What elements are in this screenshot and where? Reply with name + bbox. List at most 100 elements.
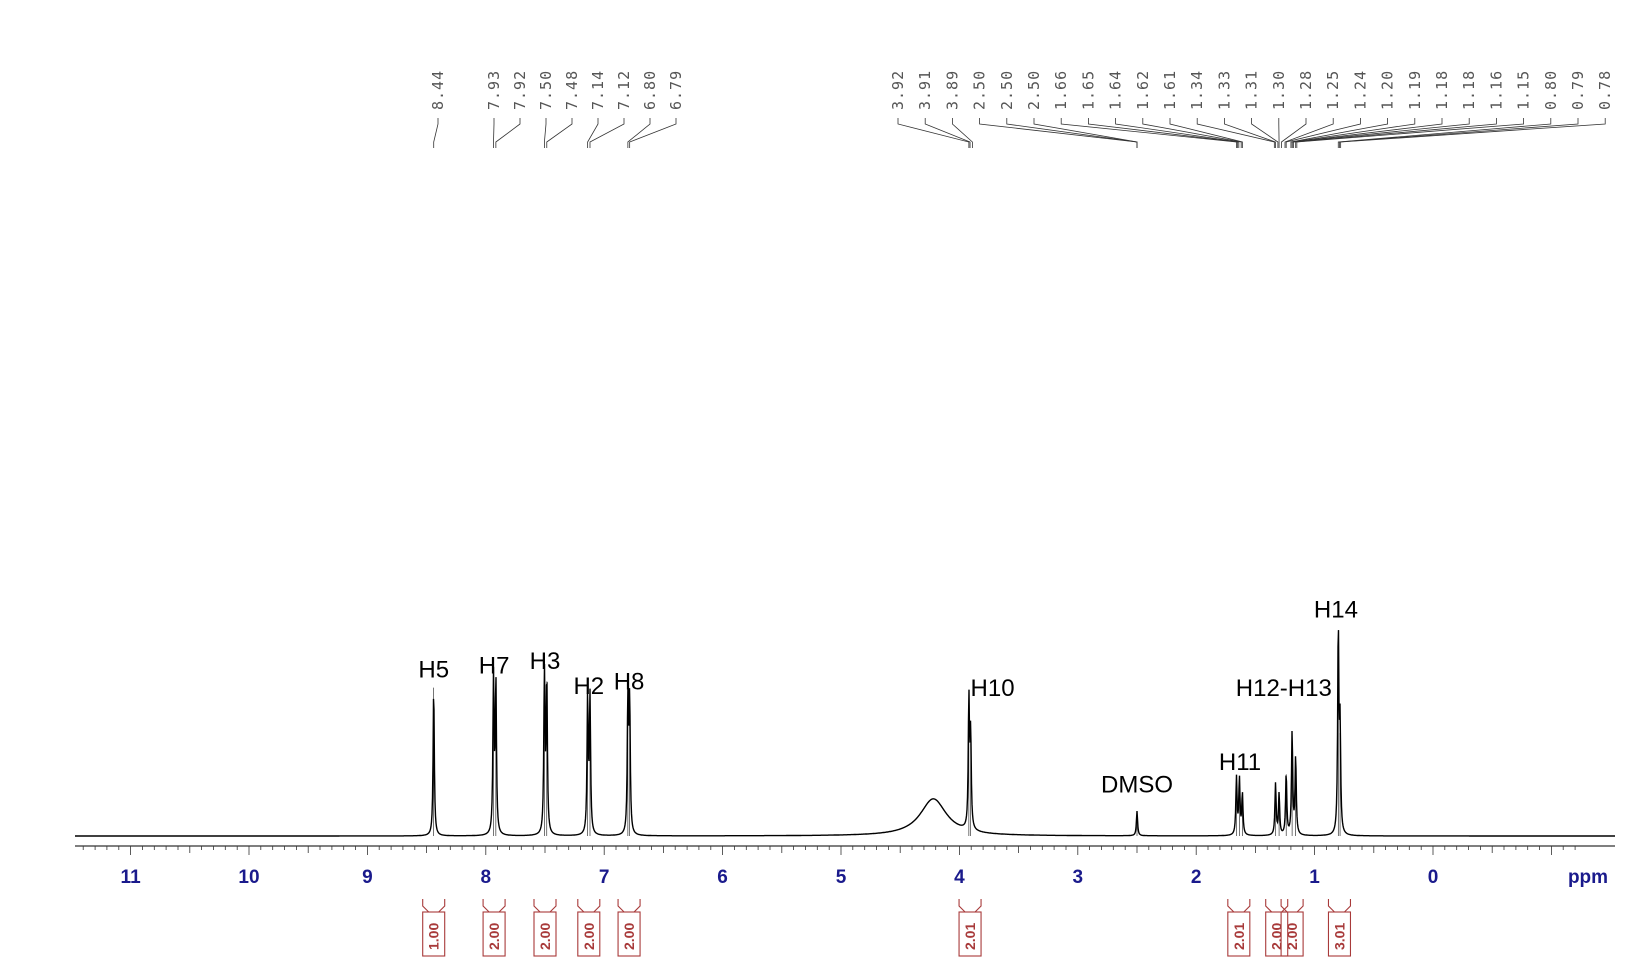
integral-value: 2.00 — [1269, 923, 1285, 950]
integral-box — [1227, 911, 1251, 957]
peak-list-label: 7.12 — [615, 70, 633, 110]
x-tick-label: 10 — [238, 867, 259, 888]
integral-marker: 2.00 — [577, 899, 601, 957]
x-tick-label: 6 — [717, 867, 728, 888]
x-tick-label: 8 — [481, 867, 492, 888]
peak-assignment-label: DMSO — [1101, 772, 1173, 799]
peak-list-label: 1.65 — [1079, 70, 1097, 110]
peak-leader-line — [627, 118, 651, 148]
peak-leader-line — [1296, 118, 1524, 148]
peak-leader-line — [546, 118, 573, 148]
peak-assignment-label: H5 — [418, 656, 449, 683]
peak-assignment-label: H11 — [1219, 749, 1261, 776]
integral-box — [577, 911, 601, 957]
integral-bracket — [1327, 899, 1352, 913]
peak-leader-line — [1224, 118, 1276, 148]
peak-leader-line — [1340, 118, 1606, 148]
peak-assignment-label: H14 — [1314, 597, 1358, 624]
integral-box — [958, 911, 982, 957]
peak-leader-line — [587, 118, 599, 148]
peak-leader-line — [1290, 118, 1388, 148]
x-tick-label: 1 — [1309, 867, 1320, 888]
peak-leader-line — [629, 118, 677, 148]
peak-leader-line — [1284, 118, 1334, 148]
integral-bracket — [533, 899, 557, 913]
peak-leader-line — [1196, 118, 1275, 148]
x-tick-label: 4 — [954, 867, 965, 888]
peak-list-label: 1.66 — [1052, 70, 1070, 110]
integral-bracket — [577, 899, 601, 913]
peak-list-label: 3.91 — [916, 70, 934, 110]
peak-list-label: 2.50 — [1025, 70, 1043, 110]
integral-value: 2.00 — [581, 923, 597, 950]
peak-leader-line — [924, 118, 971, 148]
integral-marker: 2.00 — [1280, 899, 1304, 957]
peak-leader-line — [1292, 118, 1443, 148]
x-unit-label: ppm — [1568, 867, 1608, 888]
peak-list-label: 0.79 — [1569, 70, 1587, 110]
integral-marker: 2.00 — [617, 899, 641, 957]
peak-leader-line — [1115, 118, 1240, 148]
integral-box — [1280, 911, 1304, 957]
peak-list-label: 1.15 — [1515, 70, 1533, 110]
peak-leader-line — [1088, 118, 1239, 148]
peak-leader-line — [495, 118, 521, 148]
integral-marker: 1.00 — [422, 899, 446, 957]
peak-leader-line — [1291, 118, 1416, 148]
integral-value: 2.00 — [486, 923, 502, 950]
peak-leader-line — [1295, 118, 1497, 148]
peak-list-label: 7.93 — [485, 70, 503, 110]
peak-assignment-label: H12-H13 — [1236, 675, 1332, 702]
peak-list-label: 7.48 — [563, 70, 581, 110]
integral-value: 2.01 — [1231, 923, 1247, 950]
peak-leader-line — [897, 118, 970, 148]
peak-list-label: 2.50 — [998, 70, 1016, 110]
peak-assignment-label: H2 — [573, 673, 604, 700]
integral-bracket — [482, 899, 506, 913]
peak-list-label: 1.33 — [1215, 70, 1233, 110]
integral-marker: 2.00 — [482, 899, 506, 957]
peak-leader-line — [1281, 118, 1307, 148]
peak-leader-line — [1060, 118, 1237, 148]
peak-list-label: 0.80 — [1542, 70, 1560, 110]
peak-list-label: 3.89 — [943, 70, 961, 110]
peak-list-label: 1.25 — [1324, 70, 1342, 110]
peak-leader-line — [1006, 118, 1138, 148]
integral-box — [1327, 911, 1352, 957]
integral-bracket — [958, 899, 982, 913]
integral-box — [617, 911, 641, 957]
integral-value: 2.00 — [1284, 923, 1300, 950]
peak-list-label: 1.30 — [1270, 70, 1288, 110]
integral-box — [1265, 911, 1289, 957]
x-tick-label: 2 — [1191, 867, 1202, 888]
peak-list-label: 1.64 — [1107, 70, 1125, 110]
peak-leader-line — [979, 118, 1138, 148]
peak-leader-line — [589, 118, 625, 148]
peak-leader-line — [1251, 118, 1279, 148]
peak-list-label: 1.62 — [1134, 70, 1152, 110]
peak-leader-line — [433, 118, 439, 148]
peak-leader-line — [1339, 118, 1579, 148]
integral-bracket — [422, 899, 446, 913]
integral-box — [422, 911, 446, 957]
integral-marker: 2.01 — [958, 899, 982, 957]
spectrum-trace — [75, 630, 1615, 837]
peak-list-label: 1.34 — [1188, 70, 1206, 110]
peak-leader-line — [1285, 118, 1361, 148]
peak-leader-line — [1292, 118, 1470, 148]
peak-list-label: 1.19 — [1406, 70, 1424, 110]
peak-list-label: 0.78 — [1596, 70, 1614, 110]
x-tick-label: 0 — [1428, 867, 1439, 888]
integral-bracket — [617, 899, 641, 913]
x-tick-label: 5 — [836, 867, 847, 888]
peak-assignment-label: H7 — [479, 652, 510, 679]
x-tick-label: 7 — [599, 867, 610, 888]
peak-assignment-label: H8 — [614, 669, 645, 696]
integral-value: 2.00 — [537, 923, 553, 950]
integral-value: 2.01 — [962, 923, 978, 950]
peak-list-label: 7.92 — [511, 70, 529, 110]
peak-list-label: 1.18 — [1433, 70, 1451, 110]
peak-list-label: 2.50 — [971, 70, 989, 110]
peak-list-label: 1.28 — [1297, 70, 1315, 110]
